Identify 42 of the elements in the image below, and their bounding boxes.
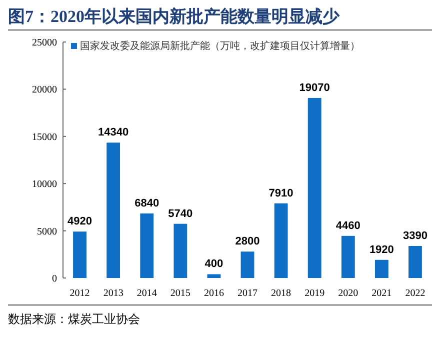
x-tick-label: 2013 [103,288,124,299]
source-note: 数据来源：煤炭工业协会 [8,312,140,326]
bar [140,213,154,278]
data-label: 6840 [134,197,160,210]
x-tick-label: 2021 [372,288,392,299]
bar [73,232,86,278]
data-label: 19070 [299,82,330,94]
x-tick-label: 2017 [238,288,258,299]
y-tick-label: 5000 [37,226,57,238]
bar [374,260,388,278]
x-tick-label: 2020 [338,288,358,299]
data-label: 7910 [268,187,294,200]
data-label: 4920 [68,216,92,228]
legend-label: 国家发改委及能源局新批产能（万吨，改扩建项目仅计算增量） [80,40,360,52]
y-tick-label: 20000 [32,84,57,96]
x-tick-label: 2012 [70,288,90,299]
data-label: 1920 [369,244,394,256]
x-tick-label: 2014 [136,288,157,299]
y-tick-label: 15000 [32,132,57,143]
y-tick-label: 10000 [32,179,57,190]
bar [174,224,188,278]
x-tick-label: 2016 [204,288,224,299]
bar [106,142,120,278]
y-tick-label: 0 [52,274,57,284]
y-tick-label: 25000 [32,38,57,48]
x-tick-label: 2019 [304,288,325,299]
chart-title: 图7：2020年以来国内新批产能数量明显减少 [8,7,340,26]
x-tick-label: 2018 [271,288,292,299]
bar [341,236,355,278]
data-label: 400 [204,258,224,270]
bar [207,274,221,278]
x-tick-label: 2022 [405,288,426,299]
data-label: 2800 [235,236,260,248]
bar [308,98,322,278]
data-label: 4460 [336,220,360,232]
data-label: 3390 [402,230,428,242]
bar [274,203,288,278]
data-label: 14340 [98,126,129,139]
data-label: 5740 [168,208,193,220]
bar [240,252,254,278]
x-tick-label: 2015 [170,288,190,299]
bar [408,246,422,278]
